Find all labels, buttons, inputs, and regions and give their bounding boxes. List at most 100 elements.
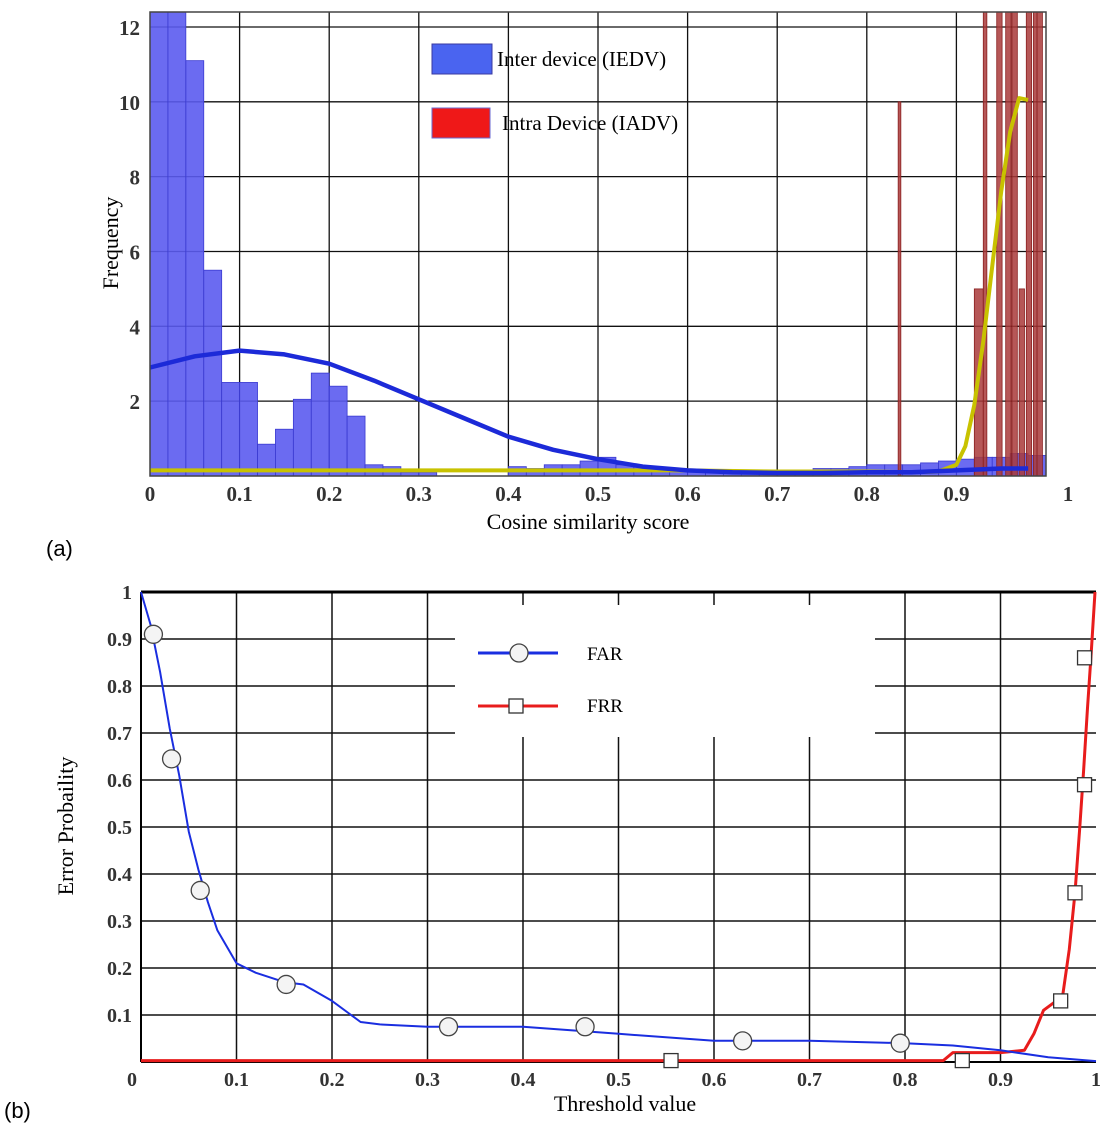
chart-b-ticks: 0 0.1 0.2 0.3 0.4 0.5 0.6 0.7 0.8 0.9 1 0.1 0.2 0.3 0.… <box>107 582 1101 1091</box>
y-tick-label: 4 <box>130 315 141 339</box>
x-tick-label: 0.3 <box>406 482 432 506</box>
y-tick-label: 0.7 <box>107 723 132 745</box>
chart-b-legend: FAR FRR <box>455 605 875 737</box>
chart-b: 0 0.1 0.2 0.3 0.4 0.5 0.6 0.7 0.8 0.9 1 0.1 0.2 0.3 0.… <box>53 582 1101 1116</box>
chart-a-legend: Inter device (IEDV) Intra Device (IADV) <box>431 43 678 139</box>
x-tick-label: 0 <box>145 482 156 506</box>
y-tick-label: 6 <box>130 240 141 264</box>
chart-b-markers <box>143 624 1093 1069</box>
legend-label-far: FAR <box>587 644 623 665</box>
bar-intra <box>1005 11 1012 477</box>
x-tick-label: 0.5 <box>585 482 611 506</box>
bar-intra <box>1036 11 1043 477</box>
bar-intra <box>982 11 988 477</box>
y-tick-label: 0.4 <box>107 864 132 886</box>
bar-inter <box>292 398 312 477</box>
y-tick-label: 10 <box>119 91 140 115</box>
bar-inter <box>167 11 187 477</box>
frr-marker <box>1076 650 1093 666</box>
x-tick-label: 0.7 <box>797 1069 822 1091</box>
x-tick-label: 0.3 <box>415 1069 440 1091</box>
bar-inter <box>328 385 348 477</box>
y-tick-label: 0.9 <box>107 629 132 651</box>
far-marker <box>161 749 182 769</box>
y-tick-label: 2 <box>130 390 141 414</box>
x-tick-label: 1 <box>1091 1069 1101 1091</box>
legend-marker-square <box>508 698 524 714</box>
x-tick-label: 0.4 <box>511 1069 536 1091</box>
chart-a-xlabel: Cosine similarity score <box>487 509 690 534</box>
legend-label-intra: Intra Device (IADV) <box>502 111 678 135</box>
bar-inter <box>310 372 330 477</box>
x-tick-label: 0.9 <box>943 482 969 506</box>
chart-b-ylabel: Error Probaility <box>53 757 78 896</box>
far-line <box>140 591 1097 1063</box>
chart-a-grid <box>150 12 1046 476</box>
legend-label-frr: FRR <box>587 696 623 717</box>
x-tick-label: 0.8 <box>893 1069 918 1091</box>
frr-marker <box>1053 993 1069 1009</box>
panel-label-b: (b) <box>4 1098 31 1123</box>
x-tick-label: 0.4 <box>495 482 522 506</box>
y-tick-label: 0.8 <box>107 676 132 698</box>
y-tick-label: 1 <box>122 582 132 604</box>
x-tick-label: 1 <box>1063 482 1074 506</box>
y-tick-label: 0.1 <box>107 1005 132 1027</box>
far-marker <box>575 1017 595 1037</box>
legend-swatch-intra <box>431 107 491 139</box>
bar-intra <box>996 11 1003 477</box>
x-tick-label: 0.6 <box>674 482 700 506</box>
legend-marker-circle <box>509 643 529 663</box>
frr-marker <box>1076 777 1093 793</box>
x-tick-label: 0.6 <box>702 1069 727 1091</box>
bar-intra <box>897 101 902 477</box>
x-tick-label: 0.2 <box>320 1069 345 1091</box>
legend-label-inter: Inter device (IEDV) <box>497 47 666 71</box>
far-marker <box>733 1031 753 1051</box>
bar-inter <box>239 382 258 477</box>
plot-frame <box>149 11 1047 477</box>
y-tick-label: 8 <box>130 166 141 190</box>
y-tick-label: 0.6 <box>107 770 132 792</box>
legend-box <box>455 605 875 737</box>
bar-intra <box>1033 11 1038 477</box>
frr-marker <box>663 1052 679 1069</box>
chart-a-bars <box>149 11 1047 477</box>
far-marker <box>190 880 210 901</box>
y-tick-label: 0.3 <box>107 911 132 933</box>
x-tick-label: 0.2 <box>316 482 342 506</box>
frr-marker <box>954 1052 970 1069</box>
y-tick-label: 12 <box>119 16 140 40</box>
x-tick-label: 0.8 <box>854 482 880 506</box>
legend-swatch-inter <box>431 43 493 75</box>
y-tick-label: 0.5 <box>107 817 132 839</box>
bar-inter <box>221 382 240 477</box>
far-marker <box>276 974 296 995</box>
far-marker <box>143 624 164 644</box>
x-tick-label: 0.9 <box>988 1069 1013 1091</box>
bar-inter <box>203 269 223 477</box>
x-tick-label: 0.7 <box>764 482 790 506</box>
x-tick-label: 0 <box>127 1069 137 1091</box>
far-marker <box>890 1033 910 1053</box>
bar-inter <box>346 415 366 477</box>
bar-intra <box>1011 11 1018 477</box>
inter-fit-curve <box>149 348 1029 476</box>
bar-inter <box>185 60 205 477</box>
y-tick-label: 0.2 <box>107 958 132 980</box>
bar-intra <box>1018 288 1025 477</box>
chart-a-ylabel: Frequency <box>98 197 123 290</box>
bar-inter <box>149 11 169 477</box>
chart-b-xlabel: Threshold value <box>554 1091 696 1116</box>
chart-a-frame <box>149 11 1047 477</box>
panel-label-a: (a) <box>46 536 73 561</box>
x-tick-label: 0.5 <box>606 1069 631 1091</box>
far-marker <box>438 1017 459 1037</box>
x-tick-label: 0.1 <box>226 482 252 506</box>
x-tick-label: 0.1 <box>224 1069 249 1091</box>
chart-a-curves <box>149 96 1029 476</box>
bar-intra <box>1025 11 1033 477</box>
